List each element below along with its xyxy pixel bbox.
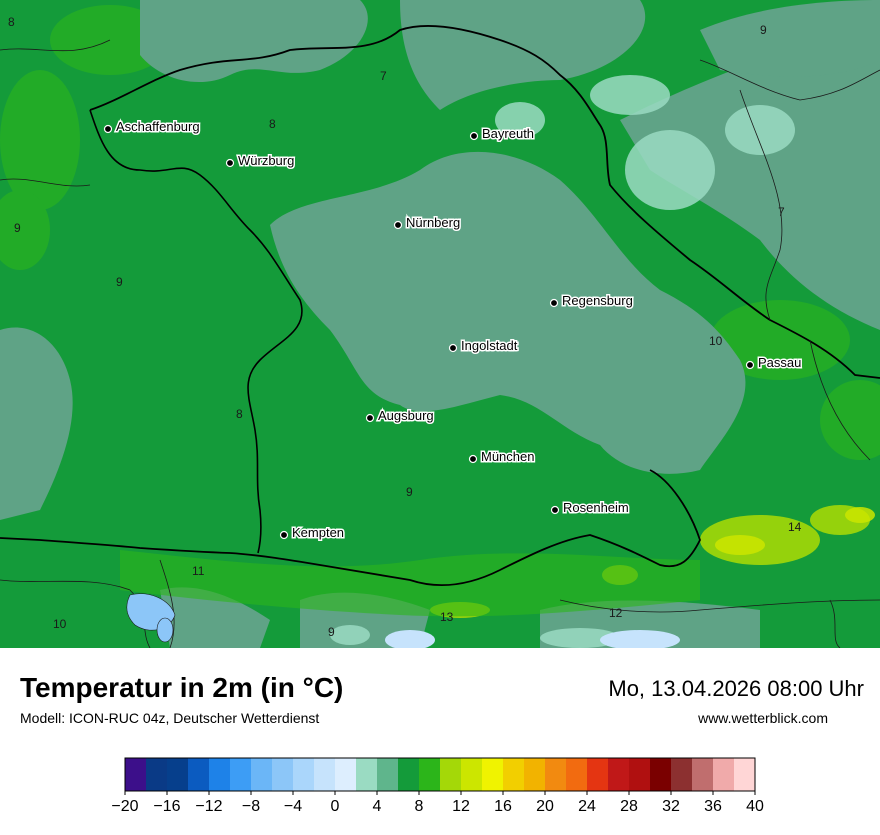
isotherm-label: 8: [8, 15, 15, 29]
isotherm-label: 8: [269, 117, 276, 131]
legend-swatch: [272, 758, 294, 791]
city-wuerzburg[interactable]: Würzburg: [225, 152, 296, 170]
legend-tick-label: −4: [284, 798, 302, 815]
temperature-map: 8 7 9 8 9 9 7 10 8 9 14 11 13 12 10 9 As…: [0, 0, 880, 648]
legend-tick-label: 8: [415, 798, 424, 815]
color-legend: −20 −16 −12 −8 −4 0 4 8 12 16 20 24 28 32 36 40: [0, 750, 880, 830]
city-aschaffenburg[interactable]: Aschaffenburg: [103, 118, 201, 136]
legend-swatch: [524, 758, 546, 791]
city-label: München: [481, 449, 534, 464]
legend-tick-label: 16: [494, 798, 512, 815]
legend-tick-label: 0: [331, 798, 340, 815]
city-label: Passau: [758, 355, 801, 370]
legend-tick-label: −16: [153, 798, 180, 815]
legend-tick-label: 36: [704, 798, 722, 815]
legend-tick-label: 12: [452, 798, 470, 815]
city-kempten[interactable]: Kempten: [279, 524, 346, 542]
isotherm-label: 13: [440, 610, 454, 624]
city-label: Kempten: [292, 525, 344, 540]
city-label: Rosenheim: [563, 500, 629, 515]
legend-tick-label: 28: [620, 798, 638, 815]
city-label: Aschaffenburg: [116, 119, 200, 134]
city-rosenheim[interactable]: Rosenheim: [550, 499, 630, 517]
isotherm-label: 12: [609, 606, 623, 620]
isotherm-label: 11: [192, 564, 205, 578]
isotherm-label: 9: [406, 485, 413, 499]
legend-swatch: [566, 758, 588, 791]
legend-swatch: [650, 758, 672, 791]
legend-swatch: [629, 758, 651, 791]
legend-swatch: [734, 758, 756, 791]
legend-tick-label: 20: [536, 798, 554, 815]
isotherm-label: 9: [116, 275, 123, 289]
legend-swatch: [671, 758, 693, 791]
legend-swatch: [461, 758, 483, 791]
city-augsburg[interactable]: Augsburg: [365, 407, 435, 425]
legend-swatch: [440, 758, 462, 791]
isotherm-label: 9: [760, 23, 767, 37]
legend-swatch: [125, 758, 147, 791]
model-subtitle: Modell: ICON-RUC 04z, Deutscher Wetterdi…: [20, 710, 320, 726]
legend-swatch: [377, 758, 399, 791]
legend-swatch: [314, 758, 336, 791]
legend-swatch: [419, 758, 441, 791]
legend-swatch: [146, 758, 168, 791]
city-nuernberg[interactable]: Nürnberg: [393, 214, 462, 232]
legend-tick-label: 32: [662, 798, 680, 815]
legend-swatch: [251, 758, 273, 791]
city-bayreuth[interactable]: Bayreuth: [469, 125, 536, 143]
isotherm-label: 10: [709, 334, 723, 348]
map-title: Temperatur in 2m (in °C): [20, 672, 344, 703]
isotherm-label: 8: [236, 407, 243, 421]
legend-swatch: [608, 758, 630, 791]
legend-tick-label: −12: [195, 798, 222, 815]
isotherm-label: 10: [53, 617, 67, 631]
legend-swatch: [188, 758, 210, 791]
legend-swatch: [209, 758, 231, 791]
city-label: Augsburg: [378, 408, 434, 423]
legend-tick-label: −8: [242, 798, 260, 815]
legend-swatch: [230, 758, 252, 791]
legend-tick-label: 40: [746, 798, 764, 815]
city-label: Regensburg: [562, 293, 633, 308]
legend-swatch: [713, 758, 735, 791]
isotherm-label: 14: [788, 520, 802, 534]
city-label: Ingolstadt: [461, 338, 518, 353]
legend-tick-label: 4: [373, 798, 382, 815]
legend-swatch: [335, 758, 357, 791]
city-label: Nürnberg: [406, 215, 460, 230]
legend-swatch: [503, 758, 525, 791]
legend-border: [124, 757, 756, 792]
legend-swatch: [587, 758, 609, 791]
isotherm-label: 9: [328, 625, 335, 639]
legend-swatch: [692, 758, 714, 791]
city-label: Würzburg: [238, 153, 294, 168]
website-link[interactable]: www.wetterblick.com: [698, 710, 828, 726]
legend-swatch: [167, 758, 189, 791]
isotherm-label: 7: [380, 69, 387, 83]
legend-swatch: [545, 758, 567, 791]
city-regensburg[interactable]: Regensburg: [549, 292, 634, 310]
legend-tick-label: 24: [578, 798, 596, 815]
isotherm-label: 7: [778, 205, 785, 219]
legend-swatch: [398, 758, 420, 791]
city-passau[interactable]: Passau: [745, 354, 803, 372]
forecast-datetime: Mo, 13.04.2026 08:00 Uhr: [608, 676, 864, 701]
legend-tick-label: −20: [111, 798, 138, 815]
city-ingolstadt[interactable]: Ingolstadt: [448, 337, 519, 355]
legend-swatch: [356, 758, 378, 791]
city-label: Bayreuth: [482, 126, 534, 141]
city-muenchen[interactable]: München: [468, 448, 536, 466]
city-markers: Aschaffenburg Würzburg Bayreuth Nürnberg…: [103, 118, 803, 542]
legend-swatch: [482, 758, 504, 791]
isotherm-label: 9: [14, 221, 21, 235]
legend-swatch: [293, 758, 315, 791]
